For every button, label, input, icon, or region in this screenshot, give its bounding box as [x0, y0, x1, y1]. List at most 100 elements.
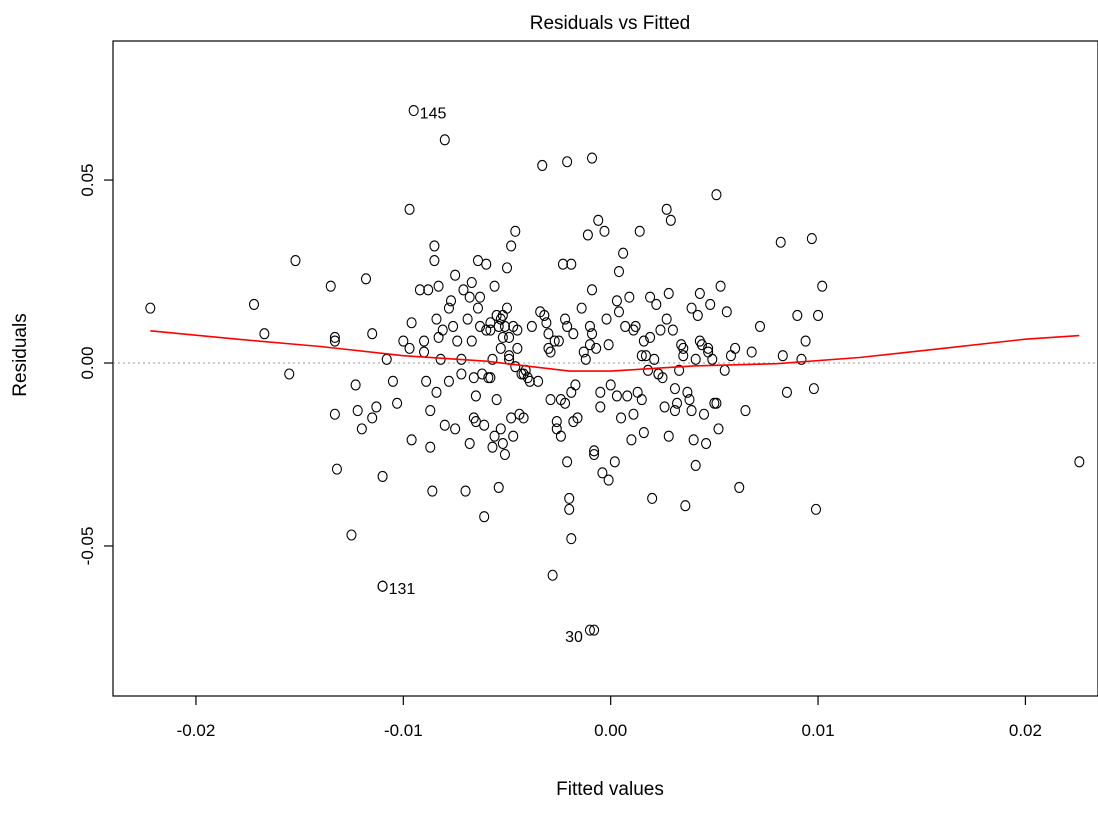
data-point: [512, 342, 523, 354]
data-points: [145, 134, 1085, 636]
data-point: [419, 346, 430, 358]
data-point: [613, 306, 625, 318]
data-point: [703, 346, 714, 358]
data-point: [645, 331, 656, 343]
data-point: [589, 448, 600, 461]
y-tick-label: 0.00: [78, 346, 97, 379]
data-point: [719, 364, 730, 376]
data-point: [406, 434, 417, 446]
data-point: [506, 240, 517, 252]
data-point: [437, 324, 448, 336]
data-point: [360, 273, 372, 285]
data-point: [346, 529, 357, 541]
data-point: [1074, 456, 1085, 468]
data-point: [553, 335, 564, 347]
data-point: [468, 372, 479, 384]
data-point: [630, 320, 641, 332]
data-point: [248, 298, 260, 311]
data-point: [421, 375, 432, 387]
data-point: [533, 375, 544, 387]
data-point: [414, 284, 425, 296]
data-point: [474, 320, 486, 332]
data-point: [329, 335, 340, 347]
data-point: [572, 412, 583, 424]
data-point: [562, 320, 573, 332]
data-point: [636, 350, 647, 362]
data-point: [290, 255, 301, 267]
data-point: [806, 233, 817, 245]
data-point: [690, 459, 701, 472]
data-point: [499, 448, 510, 461]
data-point: [259, 328, 270, 340]
data-point: [655, 324, 666, 336]
data-point: [730, 342, 741, 354]
data-point: [593, 214, 604, 226]
data-point: [537, 159, 548, 171]
data-point: [458, 284, 469, 296]
plot-frame: [112, 40, 1098, 697]
data-point: [504, 331, 515, 343]
data-point: [387, 375, 398, 387]
data-point: [626, 434, 637, 446]
data-point: [597, 467, 608, 479]
data-point: [628, 408, 639, 420]
chart-title: Residuals vs Fitted: [530, 13, 691, 34]
data-point: [466, 335, 477, 347]
data-point: [810, 503, 822, 515]
data-point: [669, 383, 681, 395]
data-point: [499, 320, 510, 332]
data-point: [468, 412, 479, 424]
outlier-label: 145: [420, 106, 447, 123]
data-point: [493, 320, 504, 332]
data-point: [433, 280, 444, 292]
data-point: [711, 189, 722, 201]
data-point: [566, 533, 577, 545]
data-point: [487, 441, 498, 453]
data-point: [526, 320, 537, 332]
data-point: [638, 335, 649, 347]
data-point: [609, 456, 620, 468]
data-point: [591, 342, 602, 354]
data-point: [562, 156, 573, 168]
data-point: [746, 346, 757, 358]
data-point: [510, 225, 521, 237]
data-point: [694, 287, 705, 300]
data-point: [564, 503, 575, 515]
data-point: [659, 401, 670, 413]
data-point: [470, 390, 481, 402]
data-point: [419, 335, 430, 347]
data-point: [452, 335, 463, 347]
data-point: [518, 412, 529, 424]
data-point: [443, 302, 454, 314]
data-point: [562, 456, 573, 468]
data-point: [568, 328, 579, 340]
data-point: [450, 269, 461, 281]
data-point: [792, 309, 803, 321]
data-point: [611, 295, 622, 307]
data-point: [582, 229, 593, 241]
data-point: [487, 353, 498, 365]
data-point: [541, 317, 552, 329]
data-point: [642, 364, 654, 376]
data-point: [721, 306, 732, 318]
data-point: [634, 225, 645, 237]
outlier-label: 131: [389, 581, 416, 598]
data-point: [404, 342, 415, 354]
data-point: [545, 346, 556, 358]
data-point: [460, 485, 471, 497]
data-point: [580, 353, 591, 365]
data-point: [425, 441, 436, 453]
data-point: [560, 313, 571, 325]
data-point: [551, 416, 562, 428]
data-point: [599, 225, 610, 237]
data-point: [501, 302, 513, 314]
data-point: [331, 463, 343, 475]
data-point: [398, 335, 409, 347]
data-point: [429, 255, 440, 267]
data-point: [713, 423, 724, 435]
point-labels: 145 131 30: [377, 104, 595, 646]
data-point: [439, 419, 450, 431]
data-point: [584, 320, 595, 332]
data-point: [423, 284, 434, 296]
data-point: [734, 481, 745, 493]
